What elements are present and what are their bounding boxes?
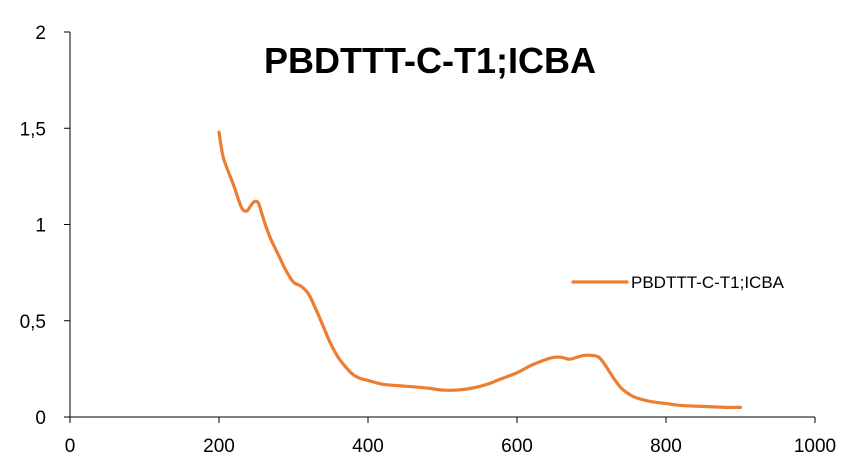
- axes: [64, 31, 816, 423]
- legend: PBDTTT-C-T1;ICBA: [571, 273, 785, 292]
- x-tick-label: 600: [501, 436, 533, 457]
- tick-labels: 0 0,5 1 1,5 2 0 200 400 600 800 1000: [20, 23, 837, 457]
- y-tick-label: 1: [35, 216, 46, 237]
- x-tick-label: 1000: [794, 436, 836, 457]
- x-tick-label: 400: [352, 436, 384, 457]
- y-tick-label: 1,5: [20, 119, 46, 140]
- series-group: [217, 130, 743, 410]
- y-tick-label: 0: [35, 408, 46, 429]
- series-line: [217, 130, 743, 410]
- y-tick-label: 2: [35, 23, 46, 44]
- legend-label: PBDTTT-C-T1;ICBA: [631, 273, 785, 292]
- x-tick-label: 800: [650, 436, 682, 457]
- y-tick-label: 0,5: [20, 312, 46, 333]
- x-tick-label: 0: [65, 436, 76, 457]
- x-tick-label: 200: [203, 436, 235, 457]
- chart-title: PBDTTT-C-T1;ICBA: [264, 40, 596, 81]
